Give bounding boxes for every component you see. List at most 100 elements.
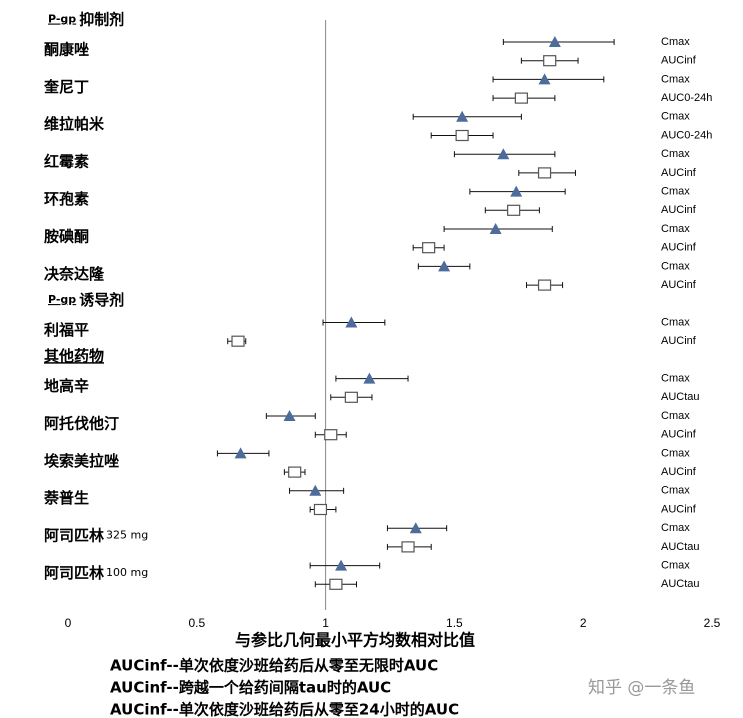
point-estimate: [335, 559, 348, 571]
point-estimate: [507, 204, 521, 216]
drug-name: 萘普生: [43, 489, 89, 507]
row-label: AUCinf: [661, 167, 697, 179]
point-estimate: [489, 223, 502, 234]
point-estimate: [363, 372, 376, 384]
point-estimate: [234, 447, 247, 459]
row-label: AUCinf: [661, 335, 697, 347]
drug-name-text: 环孢素: [44, 189, 89, 207]
x-axis-title: 与参比几何最小平方均数相对比值: [235, 631, 475, 650]
row-label: AUCtau: [661, 578, 700, 590]
point-estimate: [288, 466, 302, 478]
x-tick-label: 0: [65, 616, 72, 630]
drug-name: 埃索美拉唑: [44, 451, 119, 469]
drug-name: 阿司匹林 100 mg: [44, 563, 148, 581]
point-estimate: [537, 279, 552, 291]
drug-name-text: 酮康唑: [44, 40, 89, 58]
point-estimate: [497, 148, 510, 160]
watermark: 知乎 @一条鱼: [588, 678, 695, 698]
drug-name-text: 阿司匹林: [44, 526, 105, 544]
point-estimate: [548, 36, 561, 47]
drug-name-text: 决奈达隆: [44, 264, 105, 282]
section-title: 其他药物: [44, 347, 104, 365]
point-estimate: [438, 260, 451, 272]
section-title-text: 诱导剂: [79, 291, 124, 309]
drug-name: 利福平: [44, 320, 89, 338]
drug-name-text: 奎尼丁: [43, 77, 89, 95]
point-estimate: [313, 503, 328, 516]
point-estimate: [537, 167, 552, 179]
row-label: Cmax: [661, 522, 690, 534]
drug-name: 胺碘酮: [44, 227, 89, 245]
row-label: Cmax: [661, 410, 690, 422]
section-title-text: 抑制剂: [79, 10, 124, 28]
section-title-text: 其他药物: [44, 347, 104, 365]
drug-name-text: 阿托伐他汀: [44, 414, 119, 432]
row-label: AUCinf: [661, 429, 697, 441]
drug-name: 地高辛: [44, 376, 89, 394]
drug-name-text: 红霉素: [44, 152, 89, 170]
row-label: AUCinf: [661, 204, 697, 216]
drug-dose: 100 mg: [106, 566, 148, 579]
point-estimate: [401, 541, 415, 553]
drug-name: 酮康唑: [44, 40, 89, 58]
row-label: AUC0-24h: [661, 92, 712, 104]
section-prefix: P-gp: [48, 13, 76, 26]
row-label: Cmax: [661, 447, 690, 459]
section-title: P-gp 诱导剂: [48, 291, 124, 309]
section-prefix: P-gp: [48, 293, 76, 306]
row-label: Cmax: [661, 373, 690, 385]
row-label: Cmax: [661, 223, 690, 235]
drug-name: 决奈达隆: [44, 264, 105, 282]
point-estimate: [344, 391, 358, 403]
drug-name: 奎尼丁: [43, 77, 89, 95]
point-estimate: [455, 129, 469, 142]
row-label: Cmax: [661, 73, 690, 85]
drug-name-text: 阿司匹林: [44, 563, 105, 581]
drug-name: 红霉素: [44, 152, 89, 170]
point-estimate: [329, 578, 343, 590]
point-estimate: [456, 110, 469, 122]
x-tick-label: 0.5: [188, 616, 205, 630]
x-tick-label: 1.5: [446, 616, 463, 630]
row-label: Cmax: [661, 316, 690, 328]
row-label: Cmax: [661, 485, 690, 497]
point-estimate: [543, 55, 557, 67]
row-label: AUCinf: [661, 466, 697, 478]
drug-name: 阿司匹林 325 mg: [44, 526, 148, 544]
row-label: AUCinf: [661, 55, 697, 67]
row-label: Cmax: [661, 111, 690, 123]
drug-dose: 325 mg: [106, 529, 148, 542]
note: AUCinf--跨越一个给药间隔tau时的AUC: [110, 679, 391, 697]
point-estimate: [514, 92, 528, 104]
drug-name-text: 维拉帕米: [44, 115, 105, 133]
point-estimate: [510, 185, 523, 197]
x-tick-label: 1: [322, 616, 329, 630]
x-tick-label: 2: [580, 616, 587, 630]
point-estimate: [231, 335, 245, 347]
point-estimate: [324, 429, 338, 441]
drug-name: 维拉帕米: [44, 115, 105, 133]
point-estimate: [422, 242, 436, 254]
row-label: AUCtau: [661, 541, 700, 553]
row-label: Cmax: [661, 260, 690, 272]
drug-name-text: 胺碘酮: [44, 227, 89, 245]
row-label: Cmax: [661, 36, 690, 48]
point-estimate: [309, 484, 322, 496]
point-estimate: [283, 410, 296, 421]
point-estimate: [409, 522, 422, 534]
row-label: AUCinf: [661, 242, 697, 254]
point-estimate: [538, 73, 551, 85]
point-estimate: [345, 316, 358, 328]
drug-name: 阿托伐他汀: [44, 414, 119, 432]
row-label: AUC0-24h: [661, 129, 712, 141]
drug-name: 环孢素: [44, 189, 89, 207]
drug-name-text: 萘普生: [43, 489, 89, 507]
drug-name-text: 利福平: [44, 320, 89, 338]
drug-name-text: 埃索美拉唑: [44, 451, 119, 469]
row-label: Cmax: [661, 148, 690, 160]
row-label: Cmax: [661, 186, 690, 198]
row-label: Cmax: [661, 560, 690, 572]
row-label: AUCinf: [661, 503, 697, 515]
x-tick-label: 2.5: [704, 616, 721, 630]
